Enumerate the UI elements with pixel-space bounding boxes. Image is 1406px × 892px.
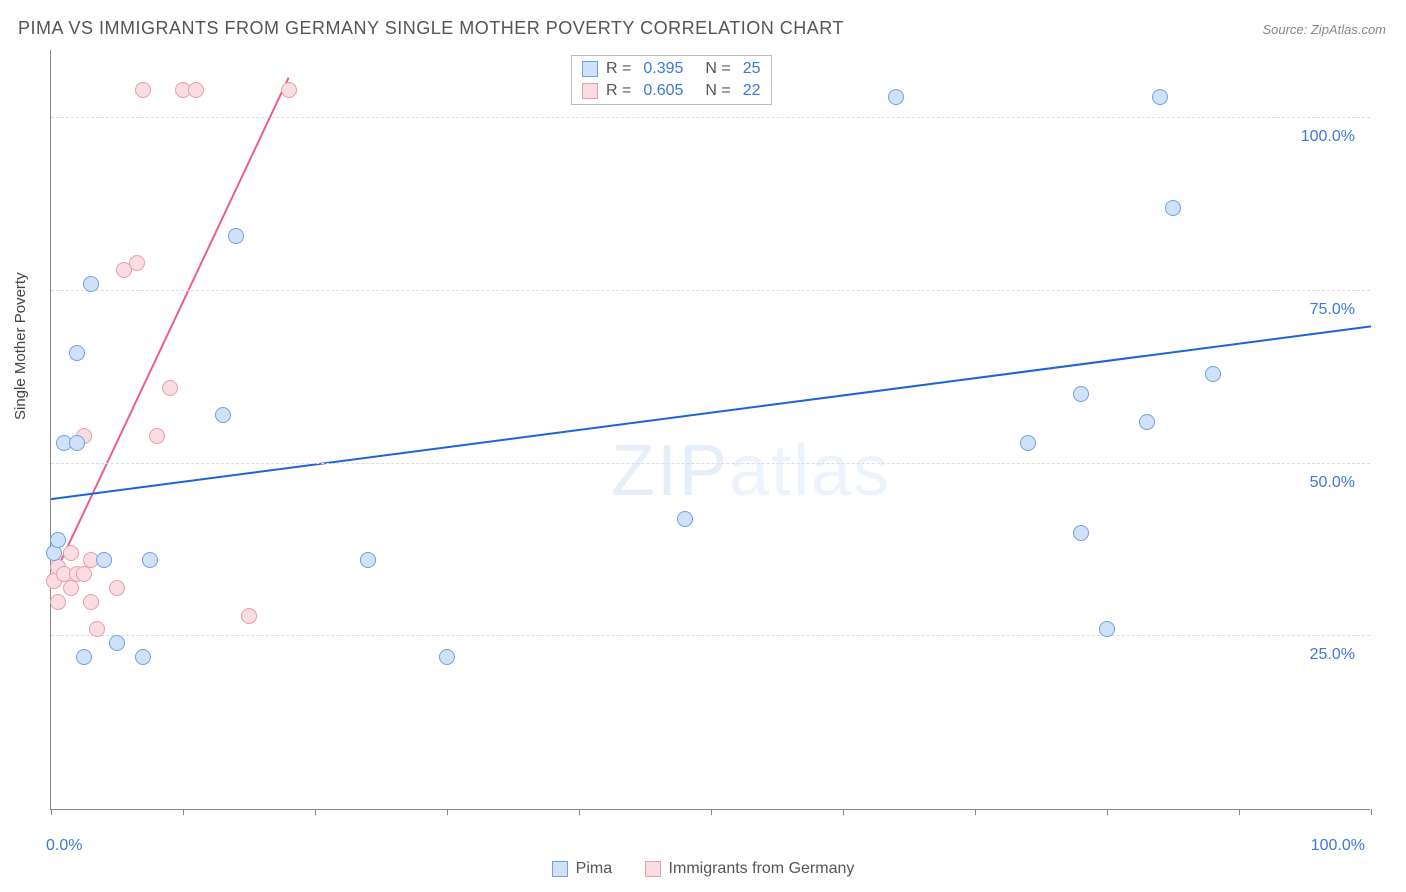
x-tick: [579, 809, 580, 815]
pima-point: [677, 511, 693, 527]
pima-point: [1165, 200, 1181, 216]
pima-point: [83, 276, 99, 292]
pima-point: [888, 89, 904, 105]
x-tick-label: 0.0%: [46, 837, 82, 855]
germany-point: [63, 545, 79, 561]
y-axis-label: Single Mother Poverty: [12, 272, 29, 420]
germany-r-value: 0.605: [643, 82, 683, 100]
germany-point: [241, 608, 257, 624]
pima-point: [1073, 525, 1089, 541]
n-prefix: N =: [705, 82, 730, 100]
germany-point: [109, 580, 125, 596]
pima-swatch: [582, 61, 598, 77]
germany-point: [50, 594, 66, 610]
germany-point: [149, 428, 165, 444]
pima-point: [69, 435, 85, 451]
germany-swatch: [582, 83, 598, 99]
pima-point: [1152, 89, 1168, 105]
pima-n-value: 25: [743, 60, 761, 78]
source-attribution: Source: ZipAtlas.com: [1262, 22, 1386, 37]
germany-point: [83, 594, 99, 610]
x-tick: [315, 809, 316, 815]
pima-point: [142, 552, 158, 568]
germany-point: [76, 566, 92, 582]
x-tick: [975, 809, 976, 815]
pima-label: Pima: [576, 860, 612, 878]
germany-point: [135, 82, 151, 98]
x-tick: [1371, 809, 1372, 815]
germany-point: [281, 82, 297, 98]
pima-point: [50, 532, 66, 548]
x-tick: [711, 809, 712, 815]
y-tick-label: 100.0%: [1301, 128, 1355, 146]
pima-point: [1205, 366, 1221, 382]
gridline: [51, 635, 1370, 636]
legend-stats: R = 0.395 N = 25 R = 0.605 N = 22: [571, 55, 772, 105]
legend-item-pima: Pima: [552, 860, 612, 878]
pima-point: [76, 649, 92, 665]
germany-point: [188, 82, 204, 98]
x-tick: [1107, 809, 1108, 815]
legend-item-germany: Immigrants from Germany: [645, 860, 855, 878]
pima-r-value: 0.395: [643, 60, 683, 78]
watermark: ZIPatlas: [611, 430, 891, 512]
pima-point: [215, 407, 231, 423]
pima-point: [1020, 435, 1036, 451]
germany-label: Immigrants from Germany: [669, 860, 855, 878]
x-tick: [447, 809, 448, 815]
pima-point: [96, 552, 112, 568]
gridline: [51, 290, 1370, 291]
legend-row-pima: R = 0.395 N = 25: [582, 58, 761, 80]
pima-point: [109, 635, 125, 651]
pima-point: [228, 228, 244, 244]
germany-n-value: 22: [743, 82, 761, 100]
pima-point: [1073, 386, 1089, 402]
legend-series: Pima Immigrants from Germany: [0, 860, 1406, 882]
legend-row-germany: R = 0.605 N = 22: [582, 80, 761, 102]
x-tick: [183, 809, 184, 815]
pima-swatch-icon: [552, 861, 568, 877]
x-tick: [51, 809, 52, 815]
trend-lines: [51, 50, 1371, 810]
germany-swatch-icon: [645, 861, 661, 877]
trend-line: [51, 78, 289, 582]
pima-point: [1099, 621, 1115, 637]
pima-point: [46, 545, 62, 561]
r-prefix: R =: [606, 82, 631, 100]
x-tick: [1239, 809, 1240, 815]
y-tick-label: 75.0%: [1310, 301, 1355, 319]
chart-title: PIMA VS IMMIGRANTS FROM GERMANY SINGLE M…: [18, 18, 844, 39]
x-tick-label: 100.0%: [1311, 837, 1365, 855]
y-tick-label: 25.0%: [1310, 646, 1355, 664]
pima-point: [1139, 414, 1155, 430]
r-prefix: R =: [606, 60, 631, 78]
n-prefix: N =: [705, 60, 730, 78]
x-tick: [843, 809, 844, 815]
y-tick-label: 50.0%: [1310, 474, 1355, 492]
gridline: [51, 117, 1370, 118]
pima-point: [69, 345, 85, 361]
pima-point: [360, 552, 376, 568]
plot-area: ZIPatlas R = 0.395 N = 25 R = 0.605 N = …: [50, 50, 1370, 810]
trend-line: [51, 326, 1371, 499]
germany-point: [63, 580, 79, 596]
germany-point: [89, 621, 105, 637]
pima-point: [135, 649, 151, 665]
gridline: [51, 463, 1370, 464]
pima-point: [439, 649, 455, 665]
germany-point: [129, 255, 145, 271]
germany-point: [162, 380, 178, 396]
